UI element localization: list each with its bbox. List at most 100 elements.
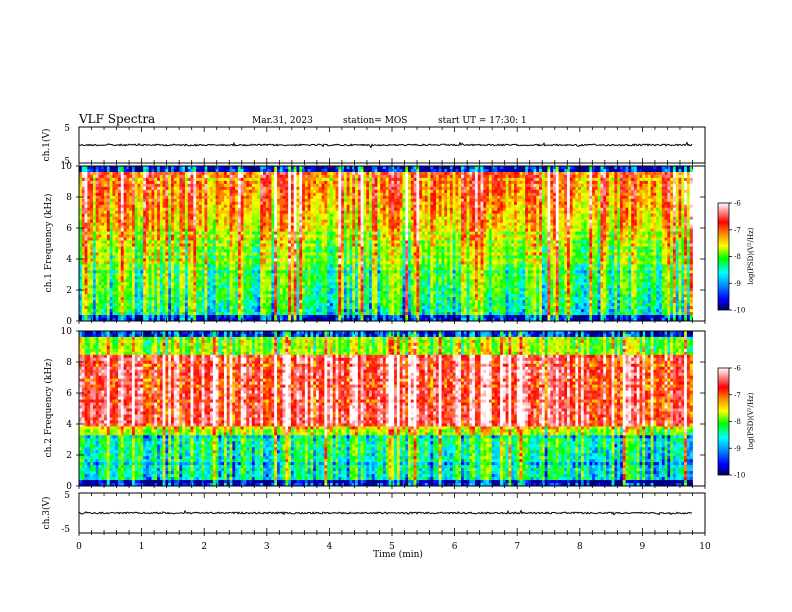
spectrogram-cell: [290, 207, 295, 212]
spectrogram-cell: [597, 166, 601, 170]
spectrogram-cell: [433, 213, 437, 218]
spectrogram-cell: [377, 177, 381, 182]
spectrogram-cell: [541, 210, 546, 215]
spectrogram-cell: [106, 228, 111, 232]
spectrogram-cell: [653, 183, 657, 188]
spectrogram-cell: [502, 174, 507, 179]
spectrogram-cell: [463, 195, 468, 200]
spectrogram-cell: [246, 210, 250, 215]
spectrogram-cell: [240, 210, 244, 215]
spectrogram-cell: [268, 222, 272, 227]
spectrogram-cell: [461, 228, 465, 232]
spectrogram-cell: [611, 219, 615, 224]
spectrogram-cell: [628, 171, 632, 176]
spectrogram-cell: [508, 204, 512, 209]
spectrogram-cell: [625, 166, 629, 170]
spectrogram-cell: [514, 210, 518, 215]
spectrogram-cell: [274, 207, 278, 212]
spectrogram-cell: [580, 177, 585, 182]
spectrogram-cell: [550, 213, 554, 218]
spectrogram-cell: [310, 183, 314, 188]
spectrogram-cell: [424, 174, 428, 179]
spectrogram-cell: [452, 216, 456, 221]
spectrogram-cell: [502, 204, 507, 209]
spectrogram-cell: [279, 180, 283, 185]
spectrogram-cell: [661, 168, 665, 173]
spectrogram-cell: [81, 201, 85, 206]
spectrogram-cell: [212, 222, 217, 227]
spectrogram-cell: [157, 198, 161, 203]
spectrogram-cell: [338, 192, 342, 197]
spectrogram-cell: [249, 183, 253, 188]
spectrogram-cell: [659, 201, 663, 206]
spectrogram-cell: [204, 168, 208, 173]
spectrogram-cell: [461, 180, 465, 185]
spectrogram-cell: [157, 228, 161, 232]
spectrogram-cell: [327, 201, 331, 206]
spectrogram-cell: [196, 189, 200, 194]
spectrogram-cell: [541, 219, 546, 224]
spectrogram-cell: [229, 222, 233, 227]
spectrogram-cell: [215, 195, 219, 200]
spectrogram-cell: [165, 171, 169, 176]
spectrogram-cell: [184, 213, 189, 218]
spectrogram-cell: [670, 195, 674, 200]
spectrogram-cell: [433, 183, 437, 188]
spectrogram-cell: [243, 219, 247, 224]
spectrogram-cell: [600, 219, 604, 224]
spectrogram-cell: [639, 174, 643, 179]
spectrogram-cell: [642, 195, 646, 200]
spectrogram-cell: [145, 216, 150, 221]
spectrogram-cell: [511, 222, 515, 227]
spectrogram-cell: [421, 198, 426, 203]
spectrogram-cell: [622, 210, 626, 215]
spectrogram-cell: [137, 183, 141, 188]
spectrogram-cell: [578, 219, 582, 224]
spectrogram-cell: [656, 216, 660, 221]
spectrogram-cell: [650, 204, 654, 209]
spectrogram-cell: [165, 219, 169, 224]
spectrogram-cell: [151, 207, 155, 212]
spectrogram-cell: [455, 222, 459, 227]
spectrogram-cell: [553, 195, 557, 200]
spectrogram-cell: [589, 225, 593, 229]
spectrogram-cell: [109, 228, 113, 232]
spectrogram-cell: [299, 174, 303, 179]
spectrogram-cell: [212, 228, 217, 232]
spectrogram-cell: [483, 177, 487, 182]
spectrogram-cell: [444, 166, 448, 170]
spectrogram-cell: [564, 210, 568, 215]
spectrogram-cell: [104, 192, 108, 197]
spectrogram-cell: [229, 225, 233, 229]
spectrogram-cell: [606, 186, 610, 191]
spectrogram-cell: [366, 186, 370, 191]
spectrogram-cell: [555, 180, 560, 185]
spectrogram-cell: [667, 183, 671, 188]
spectrogram-cell: [519, 201, 523, 206]
spectrogram-cell: [527, 213, 532, 218]
spectrogram-cell: [366, 207, 370, 212]
spectrogram-cell: [410, 204, 415, 209]
spectrogram-cell: [198, 168, 203, 173]
spectrogram-cell: [444, 186, 448, 191]
spectrogram-cell: [661, 201, 665, 206]
spectrogram-cell: [419, 189, 423, 194]
spectrogram-cell: [505, 183, 509, 188]
spectrogram-cell: [488, 186, 493, 191]
spectrogram-cell: [681, 180, 685, 185]
spectrogram-cell: [622, 216, 626, 221]
spectrogram-cell: [483, 222, 487, 227]
spectrogram-cell: [98, 201, 102, 206]
spectrogram-cell: [366, 189, 370, 194]
spectrogram-cell: [564, 195, 568, 200]
spectrogram-cell: [257, 168, 261, 173]
spectrogram-cell: [561, 228, 565, 232]
spectrogram-cell: [162, 174, 166, 179]
spectrogram-cell: [564, 204, 568, 209]
spectrogram-cell: [246, 201, 250, 206]
spectrogram-cell: [675, 168, 679, 173]
spectrogram-cell: [589, 177, 593, 182]
spectrogram-cell: [148, 189, 152, 194]
spectrogram-cell: [201, 222, 205, 227]
spectrogram-cell: [324, 213, 328, 218]
